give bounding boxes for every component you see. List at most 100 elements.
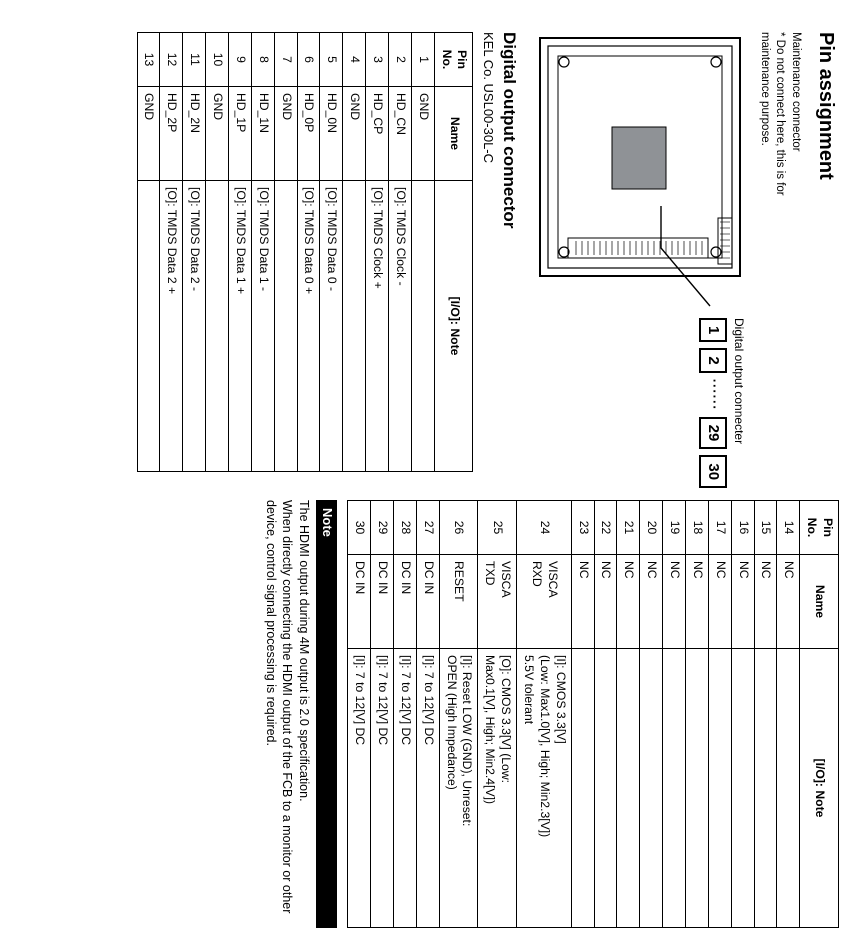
pin-note-cell [617,649,640,928]
pin-name-cell: HD_CP [366,87,389,181]
table-row: 4GND [343,33,366,472]
pin-name-cell: NC [685,555,708,649]
table-row: 16NC [731,501,754,928]
table-row: 15NC [754,501,777,928]
pin-note-cell: [O]: TMDS Data 1 + [229,181,252,472]
pin-box-30: 30 [699,455,727,488]
pin-name-cell: HD_1P [229,87,252,181]
table-row: 23NC [571,501,594,928]
th-note: [I/O]: Note [434,181,473,472]
pin-no-cell: 30 [348,501,371,555]
pin-name-cell: GND [206,87,229,181]
pin-box-2: 2 [699,348,727,372]
th-pin: Pin No. [434,33,473,87]
maintenance-line1: Maintenance connector [787,32,803,472]
pin-note-cell: [O]: TMDS Clock + [366,181,389,472]
pin-note-cell: [I]: 7 to 12[V] DC [393,649,416,928]
pin-no-cell: 10 [206,33,229,87]
pin-note-cell: [O]: TMDS Data 2 - [183,181,206,472]
pin-name-cell: DC IN [371,555,394,649]
pin-name-cell: RESET [439,555,478,649]
table-row: 24VISCA RXD[I]: CMOS 3.3[V] (Low: Max1.0… [517,501,572,928]
table-row: 22NC [594,501,617,928]
table-row: 18NC [685,501,708,928]
table-row: 30DC IN[I]: 7 to 12[V] DC [348,501,371,928]
table-row: 28DC IN[I]: 7 to 12[V] DC [393,501,416,928]
note-badge: Note [316,500,337,928]
pin-no-cell: 26 [439,501,478,555]
pin-no-cell: 27 [416,501,439,555]
th-pin-r: Pin No. [800,501,839,555]
pin-name-cell: HD_2N [183,87,206,181]
pin-no-cell: 20 [640,501,663,555]
pin-note-cell [708,649,731,928]
pin-note-cell [594,649,617,928]
pin-note-cell: [O]: TMDS Data 2 + [160,181,183,472]
pin-name-cell: DC IN [348,555,371,649]
pin-name-cell: NC [731,555,754,649]
pin-name-cell: HD_1N [251,87,274,181]
pin-no-cell: 6 [297,33,320,87]
table-row: 21NC [617,501,640,928]
pin-name-cell: VISCA TXD [478,555,517,649]
th-name: Name [434,87,473,181]
pin-name-cell: NC [617,555,640,649]
th-name-r: Name [800,555,839,649]
pin-name-cell: GND [274,87,297,181]
pin-no-cell: 14 [777,501,800,555]
digital-output-heading: Digital output connector [498,32,520,472]
table-row: 8HD_1N[O]: TMDS Data 1 - [251,33,274,472]
pin-no-cell: 3 [366,33,389,87]
pin-name-cell: NC [777,555,800,649]
table-row: 27DC IN[I]: 7 to 12[V] DC [416,501,439,928]
pin-name-cell: NC [708,555,731,649]
table-row: 11HD_2N[O]: TMDS Data 2 - [183,33,206,472]
pin-box-dots: ······ [705,379,722,411]
kelco-part: KEL Co. USL00-30L-C [479,32,496,472]
pin-no-cell: 12 [160,33,183,87]
table-row: 25VISCA TXD[O]: CMOS 3.3[V] (Low: Max0.1… [478,501,517,928]
table-row: 2HD_CN[O]: TMDS Clock - [389,33,412,472]
pin-note-cell: [O]: TMDS Data 0 - [320,181,343,472]
pin-no-cell: 5 [320,33,343,87]
pin-name-cell: HD_0P [297,87,320,181]
table-row: 20NC [640,501,663,928]
pin-name-cell: GND [137,87,160,181]
pin-name-cell: NC [663,555,686,649]
pin-note-cell: [I]: CMOS 3.3[V] (Low: Max1.0[V], High; … [517,649,572,928]
pin-note-cell: [I]: 7 to 12[V] DC [371,649,394,928]
connector-pin-boxes: 1 2 ······ 29 30 [699,318,727,488]
pin-name-cell: GND [343,87,366,181]
connector-pointer [656,206,716,326]
table-row: 13GND [137,33,160,472]
pin-table-left: Pin No. Name [I/O]: Note 1 GND 2HD_CN[O]: … [137,32,474,472]
table-row: 3HD_CP[O]: TMDS Clock + [366,33,389,472]
table-row: 29DC IN[I]: 7 to 12[V] DC [371,501,394,928]
pin-box-29: 29 [699,417,727,450]
pin-no-cell: 16 [731,501,754,555]
pin-name-cell: NC [640,555,663,649]
table-row: 14NC [777,501,800,928]
pin-no-cell: 19 [663,501,686,555]
table-row: 9HD_1P[O]: TMDS Data 1 + [229,33,252,472]
maintenance-line2: * Do not connect here, this is for [772,32,788,472]
pin-no-cell: 9 [229,33,252,87]
pin-name-cell: NC [594,555,617,649]
pin-note-cell: [O]: CMOS 3.3[V] (Low: Max0.1[V], High; … [478,649,517,928]
pin-no-cell: 1 [411,33,434,87]
table-row: 12HD_2P[O]: TMDS Data 2 + [160,33,183,472]
table-row: 6HD_0P[O]: TMDS Data 0 + [297,33,320,472]
pin-note-cell: [I]: 7 to 12[V] DC [348,649,371,928]
connector-label: Digital output connecter [731,318,747,488]
pin-note-cell: [O]: TMDS Clock - [389,181,412,472]
pin-no-cell: 24 [517,501,572,555]
table-row: 19NC [663,501,686,928]
pin-no-cell: 13 [137,33,160,87]
pin-no-cell: 8 [251,33,274,87]
pin-name-cell: NC [754,555,777,649]
table-row: 10GND [206,33,229,472]
pin-note-cell [411,181,434,472]
pin-no-cell: 11 [183,33,206,87]
pin-note-cell: [O]: TMDS Data 1 - [251,181,274,472]
pin-no-cell: 15 [754,501,777,555]
